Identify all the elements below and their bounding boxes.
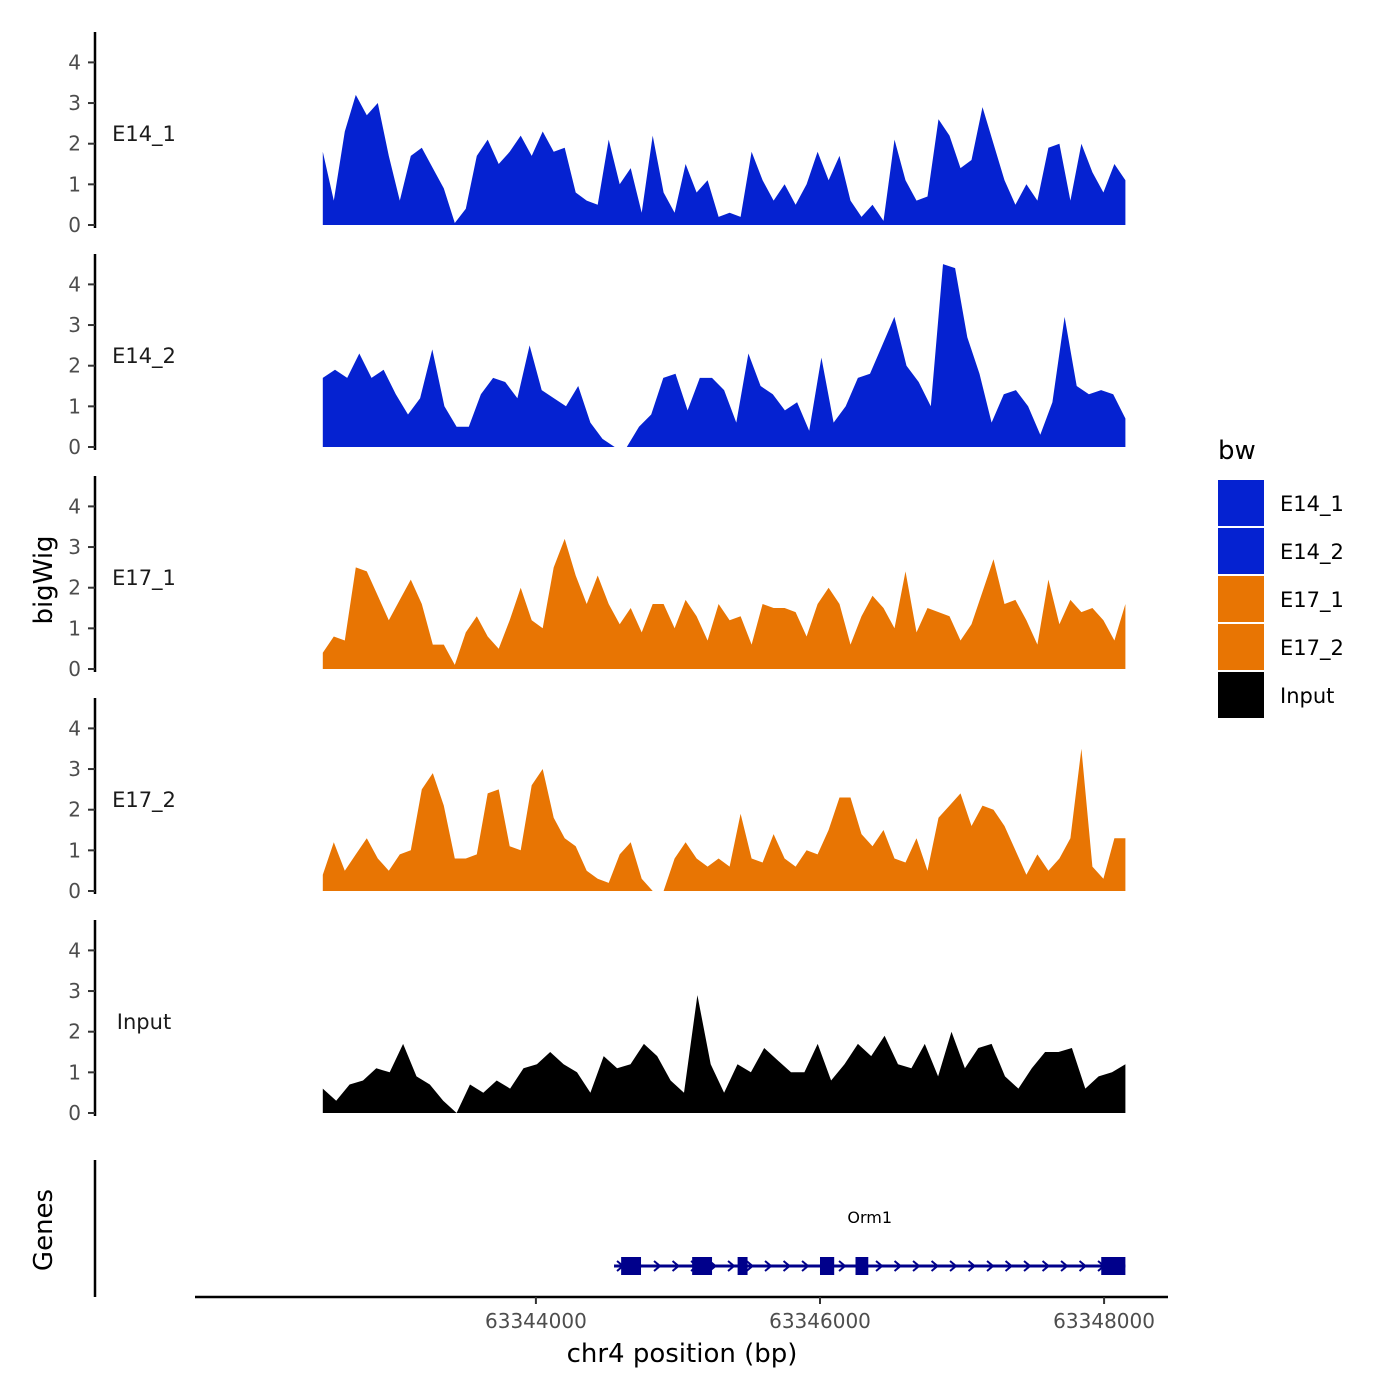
area-E14_1 xyxy=(322,94,1126,226)
strand-arrow xyxy=(745,1260,755,1272)
x-tick-label: 63348000 xyxy=(1053,1309,1155,1333)
y-axis-title: bigWig xyxy=(29,535,59,624)
exon xyxy=(737,1257,748,1275)
area-E17_2 xyxy=(322,748,1126,891)
y-tick-label: 1 xyxy=(68,172,81,196)
strand-arrow xyxy=(671,1260,681,1272)
strand-arrow xyxy=(967,1260,977,1272)
legend-swatch xyxy=(1218,576,1264,622)
y-tick-label: 4 xyxy=(68,272,81,296)
gene-name-label: Orm1 xyxy=(847,1208,892,1227)
y-tick-label: 4 xyxy=(68,716,81,740)
track-label: E17_2 xyxy=(112,788,176,813)
strand-arrow xyxy=(782,1260,792,1272)
strand-arrow xyxy=(764,1260,773,1272)
y-tick-label: 1 xyxy=(68,616,81,640)
legend-swatch xyxy=(1218,624,1264,670)
strand-arrow xyxy=(1041,1260,1051,1272)
y-tick-label: 1 xyxy=(68,1060,81,1084)
legend-title: bw xyxy=(1218,436,1256,466)
y-tick-label: 1 xyxy=(68,394,81,418)
y-tick-label: 3 xyxy=(68,91,81,115)
strand-arrow xyxy=(1023,1260,1032,1272)
gene-track-title: Genes xyxy=(29,1189,59,1271)
exon xyxy=(692,1257,713,1275)
track-label: E17_1 xyxy=(112,566,176,591)
x-tick-label: 63344000 xyxy=(485,1309,587,1333)
legend-swatch xyxy=(1218,528,1264,574)
track-E17_1: 0 1 2 3 4 E17_1 xyxy=(68,476,1126,681)
track-Input: 0 1 2 3 4 Input xyxy=(68,920,1126,1125)
y-tick-label: 3 xyxy=(68,313,81,337)
strand-arrow xyxy=(653,1260,662,1272)
y-tick-label: 2 xyxy=(68,576,81,600)
y-tick-label: 0 xyxy=(68,657,81,681)
track-label: E14_1 xyxy=(112,122,176,147)
strand-arrow xyxy=(1004,1260,1014,1272)
exon xyxy=(855,1257,869,1275)
y-tick-label: 2 xyxy=(68,132,81,156)
legend: bw E14_1 E14_2 E17_1 E17_2 Input xyxy=(1218,436,1344,718)
bigwig-tracks: 0 1 2 3 4 E14_1 0 1 2 3 4 E14_2 0 1 2 3 4 E17_1 0 1 2 3 4 E17_2… xyxy=(68,32,1126,1125)
x-axis: 63344000 63346000 63348000 xyxy=(195,1295,1168,1333)
legend-entry-label: E17_2 xyxy=(1280,636,1344,661)
area-E17_1 xyxy=(322,538,1126,669)
track-label: Input xyxy=(117,1010,171,1034)
strand-arrow xyxy=(1078,1260,1088,1272)
legend-swatch xyxy=(1218,672,1264,718)
strand-arrow xyxy=(986,1260,995,1272)
y-tick-label: 2 xyxy=(68,1020,81,1044)
exon xyxy=(621,1257,642,1275)
x-axis-title: chr4 position (bp) xyxy=(567,1339,798,1369)
gene-track: Orm1 xyxy=(93,1160,1126,1297)
y-tick-label: 3 xyxy=(68,535,81,559)
legend-entry-label: E14_2 xyxy=(1280,540,1344,565)
strand-arrow xyxy=(893,1260,903,1272)
y-tick-label: 3 xyxy=(68,757,81,781)
legend-swatch xyxy=(1218,480,1264,526)
y-tick-label: 0 xyxy=(68,213,81,237)
strand-arrow xyxy=(930,1260,940,1272)
strand-arrow xyxy=(801,1260,810,1272)
y-tick-label: 0 xyxy=(68,435,81,459)
track-label: E14_2 xyxy=(112,344,176,369)
legend-entry-label: E14_1 xyxy=(1280,492,1344,517)
y-tick-label: 0 xyxy=(68,1101,81,1125)
y-tick-label: 4 xyxy=(68,50,81,74)
y-tick-label: 2 xyxy=(68,354,81,378)
y-tick-label: 0 xyxy=(68,879,81,903)
exon xyxy=(1101,1257,1126,1275)
y-tick-label: 3 xyxy=(68,979,81,1003)
y-tick-label: 1 xyxy=(68,838,81,862)
strand-arrow xyxy=(1060,1260,1069,1272)
track-E14_1: 0 1 2 3 4 E14_1 xyxy=(68,32,1126,237)
track-E17_2: 0 1 2 3 4 E17_2 xyxy=(68,698,1126,903)
y-tick-label: 2 xyxy=(68,798,81,822)
strand-arrow xyxy=(875,1260,884,1272)
legend-entry-label: E17_1 xyxy=(1280,588,1344,613)
strand-arrow xyxy=(838,1260,847,1272)
strand-arrow xyxy=(912,1260,921,1272)
x-tick-label: 63346000 xyxy=(769,1309,871,1333)
track-E14_2: 0 1 2 3 4 E14_2 xyxy=(68,254,1126,459)
area-E14_2 xyxy=(322,264,1126,447)
exon xyxy=(819,1257,835,1275)
area-Input xyxy=(322,995,1126,1113)
strand-arrow xyxy=(949,1260,958,1272)
y-tick-label: 4 xyxy=(68,938,81,962)
legend-entry-label: Input xyxy=(1280,684,1334,708)
strand-arrow xyxy=(727,1260,736,1272)
y-tick-label: 4 xyxy=(68,494,81,518)
